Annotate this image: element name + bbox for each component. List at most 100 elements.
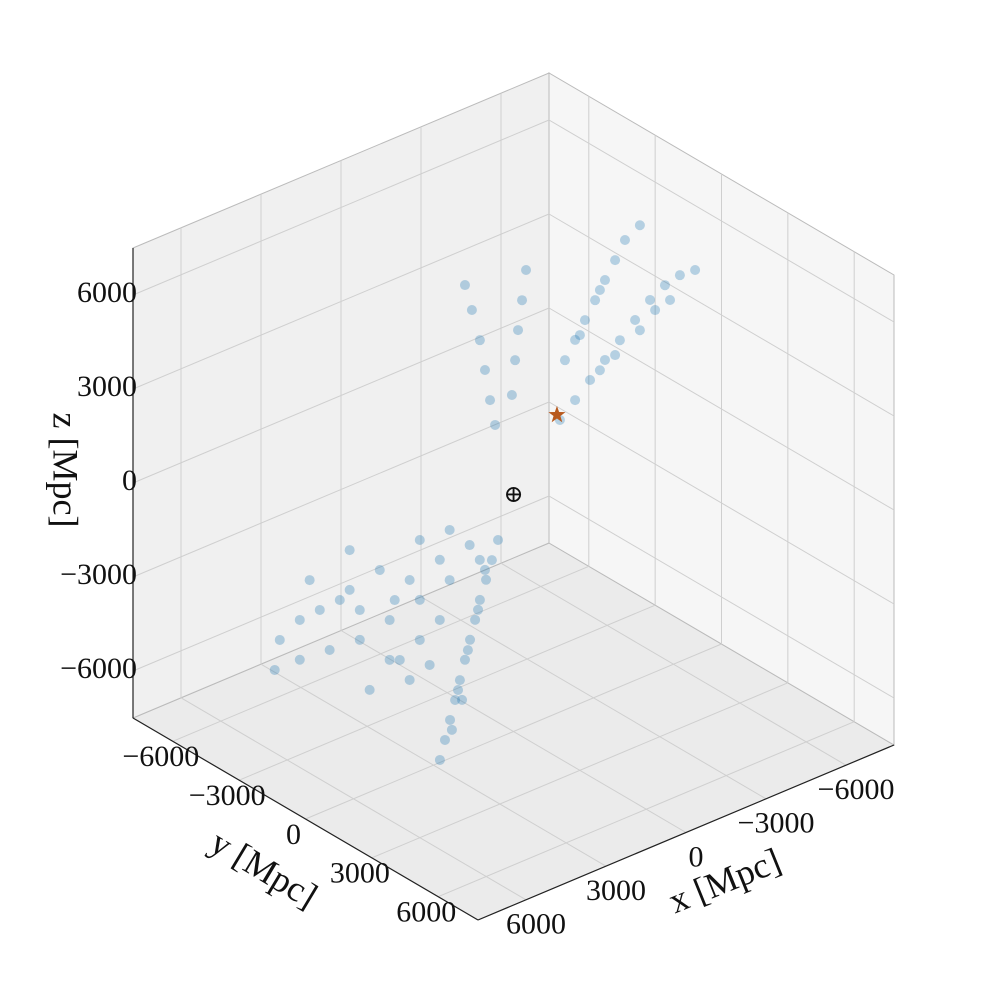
point [304, 575, 315, 586]
point [453, 684, 464, 695]
point [599, 275, 610, 286]
point [274, 634, 285, 645]
point [384, 654, 395, 665]
point [404, 574, 415, 585]
point [294, 654, 305, 665]
x-tick-label: 3000 [586, 874, 646, 907]
point [314, 604, 325, 615]
point [599, 354, 610, 365]
point [521, 265, 532, 276]
point [630, 315, 641, 326]
grid-line [132, 401, 550, 578]
point [450, 694, 461, 705]
point [674, 270, 685, 281]
y-tick-label: −6000 [122, 740, 199, 773]
point [570, 334, 581, 345]
point [414, 535, 425, 546]
point [559, 355, 570, 366]
point [570, 395, 581, 406]
y-tick-label: 3000 [330, 857, 390, 890]
grid [132, 93, 895, 921]
point [690, 265, 701, 276]
point [665, 294, 676, 305]
point [479, 564, 490, 575]
y-axis-label: y [Mpc] [203, 822, 324, 917]
y-tick-label: 0 [286, 818, 301, 851]
z-tick-label: 3000 [77, 370, 137, 403]
z-tick-label: −3000 [60, 558, 137, 591]
point [493, 534, 504, 545]
point [579, 315, 590, 326]
point [485, 395, 496, 406]
point [404, 674, 415, 685]
point [269, 664, 280, 675]
point [344, 545, 355, 556]
point [414, 594, 425, 605]
y-tick-label: −3000 [189, 779, 266, 812]
point [513, 325, 524, 336]
point [324, 644, 335, 655]
point [439, 734, 450, 745]
grid-line [548, 307, 895, 511]
point [434, 614, 445, 625]
x-tick-label: −6000 [818, 773, 895, 806]
annotation: ⊕ [503, 482, 523, 508]
point [424, 659, 435, 670]
point [445, 714, 456, 725]
point [465, 634, 476, 645]
point [459, 280, 470, 291]
axis-line [477, 744, 895, 921]
point [486, 555, 497, 566]
point [459, 654, 470, 665]
point [610, 350, 621, 361]
grid-line [172, 565, 590, 742]
grid-line [132, 119, 550, 296]
point [619, 234, 630, 245]
point [384, 615, 395, 626]
x-tick-label: −3000 [738, 807, 815, 840]
point [470, 614, 481, 625]
z-tick-label: 0 [122, 464, 137, 497]
grid-line [305, 643, 722, 820]
point [389, 595, 400, 606]
point [457, 694, 468, 705]
point [414, 634, 425, 645]
point [294, 614, 305, 625]
point [634, 220, 645, 231]
point [590, 295, 601, 306]
point [490, 419, 501, 430]
point [474, 554, 485, 565]
point [444, 524, 455, 535]
grid-line [132, 495, 550, 672]
point [659, 280, 670, 291]
grid-line [548, 213, 895, 417]
point [354, 605, 365, 616]
points [269, 220, 701, 765]
x-tick-label: 0 [689, 840, 704, 873]
point [354, 634, 365, 645]
point [479, 365, 490, 376]
point [510, 355, 521, 366]
point [466, 305, 477, 316]
point [506, 390, 517, 401]
point [650, 305, 661, 316]
point [444, 575, 455, 586]
point [474, 335, 485, 346]
point [614, 335, 625, 346]
point [462, 645, 473, 656]
grid-line [548, 495, 895, 699]
point [610, 255, 621, 266]
point [517, 295, 528, 306]
grid-line [238, 604, 656, 781]
point [446, 724, 457, 735]
grid-line [371, 682, 789, 859]
point [374, 564, 385, 575]
point [434, 754, 445, 765]
point [594, 285, 605, 296]
z-tick-label: 6000 [77, 276, 137, 309]
point [464, 540, 475, 551]
point [344, 584, 355, 595]
point [634, 325, 645, 336]
